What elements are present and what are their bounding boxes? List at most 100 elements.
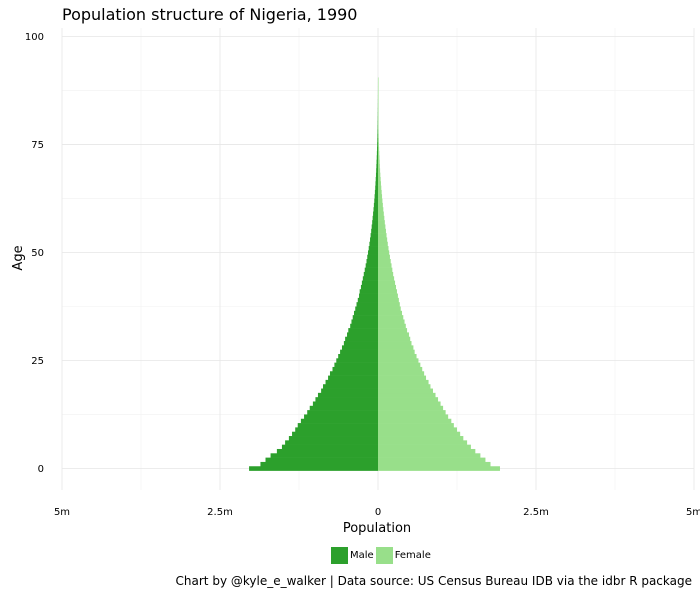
bar-male <box>350 323 378 329</box>
bar-male <box>355 306 378 312</box>
bar-male <box>353 310 378 316</box>
bar-male <box>375 176 378 182</box>
x-tick-label: 2.5m <box>207 507 233 518</box>
bar-female <box>378 302 400 307</box>
bar-male <box>367 254 378 260</box>
bar-male <box>359 289 378 294</box>
bar-male <box>357 297 378 303</box>
bar-female <box>378 194 383 199</box>
bar-male <box>377 129 378 135</box>
bar-male <box>377 142 378 148</box>
bar-female <box>378 133 379 139</box>
bar-female <box>378 107 379 113</box>
bar-female <box>378 237 388 243</box>
bar-male <box>334 362 378 368</box>
bar-female <box>378 358 419 363</box>
bar-female <box>378 99 379 104</box>
y-tick-label: 100 <box>25 32 44 43</box>
bar-female <box>378 332 409 338</box>
bar-female <box>378 431 461 437</box>
bar-female <box>378 423 454 428</box>
bar-female <box>378 319 405 325</box>
bar-female <box>378 388 433 394</box>
bar-female <box>378 246 389 251</box>
bar-female <box>378 371 425 376</box>
bar-male <box>366 259 378 264</box>
bar-female <box>378 254 390 260</box>
bar-male <box>375 181 378 186</box>
bar-male <box>374 189 378 195</box>
bar-male <box>377 133 378 139</box>
bar-female <box>378 306 401 312</box>
bar-female <box>378 457 486 463</box>
bar-female <box>378 86 379 91</box>
bar-female <box>378 168 381 173</box>
bar-female <box>378 176 381 182</box>
bar-female <box>378 125 379 130</box>
bar-male <box>345 336 378 342</box>
bar-female <box>378 103 379 109</box>
bar-male <box>371 228 378 234</box>
bar-female <box>378 211 384 217</box>
bar-female <box>378 328 408 333</box>
bar-male <box>370 237 378 243</box>
bar-female <box>378 427 457 433</box>
bar-female <box>378 414 449 420</box>
bar-male <box>377 146 378 152</box>
x-tick-label: 5m <box>686 507 700 518</box>
bar-male <box>341 345 378 350</box>
legend-item-male: Male <box>331 547 374 564</box>
bar-female <box>378 142 379 148</box>
bar-female <box>378 116 379 122</box>
bar-female <box>378 207 384 212</box>
y-tick-label: 75 <box>31 140 44 151</box>
y-tick-label: 50 <box>31 248 44 259</box>
bar-male <box>347 332 378 338</box>
bar-male <box>309 405 378 411</box>
bar-female <box>378 379 429 385</box>
legend-label-male: Male <box>350 550 374 561</box>
bar-female <box>378 297 399 303</box>
bar-female <box>378 436 464 441</box>
bar-male <box>376 168 378 173</box>
bar-female <box>378 151 380 156</box>
y-axis-title: Age <box>11 245 26 270</box>
bar-male <box>340 349 378 355</box>
bar-male <box>376 159 378 165</box>
bar-male <box>348 328 378 333</box>
bar-male <box>362 276 378 281</box>
bar-female <box>378 233 387 238</box>
bar-male <box>364 267 378 273</box>
x-tick-label: 2.5m <box>523 507 549 518</box>
bar-male <box>276 448 378 454</box>
bar-male <box>321 388 378 394</box>
legend-swatch-male <box>331 547 348 564</box>
tick-labels: 5m 2.5m 0 2.5m 5m 0 25 50 75 100 <box>25 32 700 518</box>
bar-female <box>378 323 406 329</box>
bar-female <box>378 220 385 225</box>
bar-male <box>377 120 379 126</box>
bar-female <box>378 453 481 458</box>
bar-female <box>378 94 379 100</box>
legend-swatch-female <box>375 547 393 564</box>
bar-female <box>378 362 421 368</box>
bar-male <box>377 125 379 130</box>
bar-male <box>374 194 378 199</box>
bar-male <box>352 315 378 320</box>
bar-male <box>304 414 378 420</box>
bar-male <box>373 207 378 212</box>
bar-female <box>378 263 392 268</box>
legend: Male Female <box>331 547 433 564</box>
bar-male <box>377 138 378 143</box>
bar-male <box>343 341 378 346</box>
bar-female <box>378 202 383 208</box>
bar-female <box>378 189 382 195</box>
bar-male <box>377 116 379 122</box>
bar-male <box>300 418 378 424</box>
bar-female <box>378 259 391 264</box>
bar-male <box>307 410 378 415</box>
bar-female <box>378 353 417 359</box>
bar-male <box>329 371 378 376</box>
x-tick-label: 0 <box>375 507 381 518</box>
